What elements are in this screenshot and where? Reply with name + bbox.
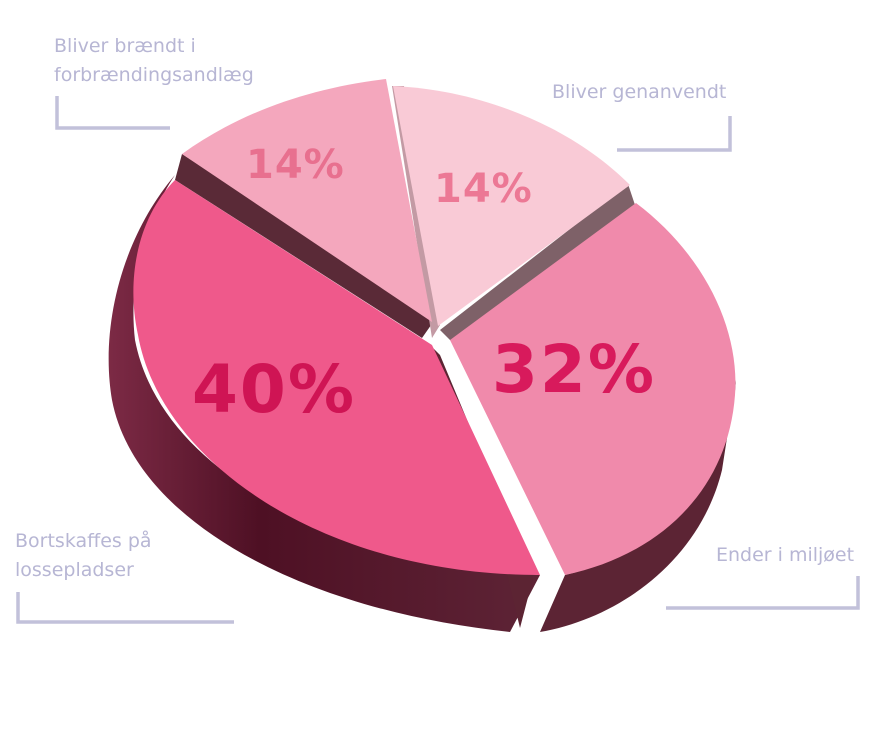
callout-label-bliver-braendt-line2: forbrændingsandlæg xyxy=(54,64,254,86)
value-label-bliver-genanvendt: 14% xyxy=(434,166,533,212)
callout-label-ender-i-miljoet: Ender i miljøet xyxy=(716,544,854,566)
value-label-bliver-braendt: 14% xyxy=(246,142,345,188)
callout-bliver-genanvendt: Bliver genanvendt xyxy=(552,81,732,152)
callout-label-bortskaffes-line1: Bortskaffes på xyxy=(15,529,152,552)
depth-cut-top-right xyxy=(440,184,635,345)
callout-bracket-bortskaffes xyxy=(16,592,234,624)
depth-side-right xyxy=(540,380,736,632)
depth-side-left xyxy=(108,175,540,632)
slice-bortskaffes xyxy=(133,180,540,575)
callout-bliver-braendt: Bliver brændt i forbrændingsandlæg xyxy=(54,35,254,130)
callout-label-bliver-braendt-line1: Bliver brændt i xyxy=(54,35,196,57)
callout-label-bliver-genanvendt: Bliver genanvendt xyxy=(552,81,726,103)
legend-callouts: Bliver brændt i forbrændingsandlæg Blive… xyxy=(15,35,860,624)
value-label-ender-i-miljoet: 32% xyxy=(492,331,656,408)
pie-slices xyxy=(133,79,736,575)
callout-label-bortskaffes-line2: lossepladser xyxy=(15,559,134,581)
depth-cut-top xyxy=(392,86,440,338)
slice-ender-i-miljoet xyxy=(450,203,736,575)
value-label-bortskaffes: 40% xyxy=(192,351,356,428)
callout-ender-i-miljoet: Ender i miljøet xyxy=(666,544,860,610)
callout-bracket-ender-i-miljoet xyxy=(666,576,860,610)
slice-bliver-braendt xyxy=(182,79,432,322)
callout-bracket-bliver-genanvendt xyxy=(617,116,732,152)
value-labels: 14% 14% 32% 40% xyxy=(192,142,656,428)
callout-bortskaffes: Bortskaffes på lossepladser xyxy=(15,529,234,624)
slice-bliver-genanvendt xyxy=(393,86,630,326)
depth-cut-upper-left xyxy=(175,154,436,338)
callout-bracket-bliver-braendt xyxy=(55,96,170,130)
